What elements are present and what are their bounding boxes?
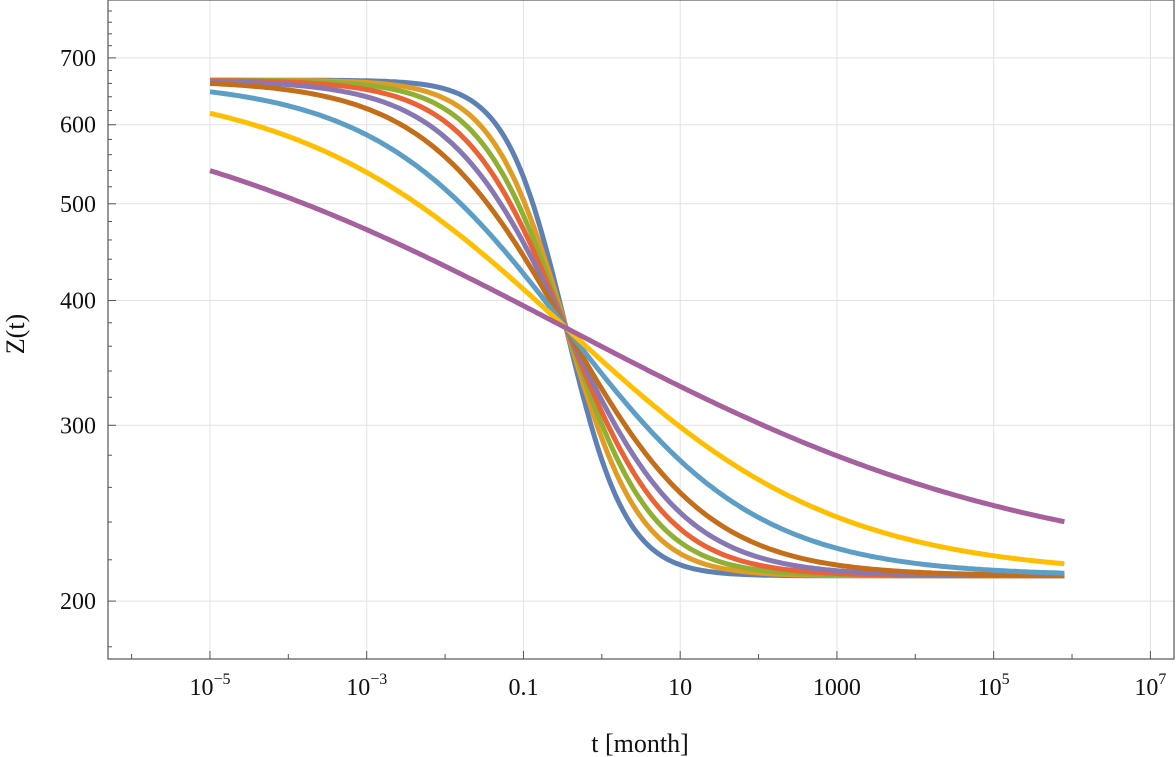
x-tick-label: 10 [668, 675, 692, 701]
x-axis-label: t [month] [591, 729, 689, 757]
y-tick-label: 700 [60, 46, 96, 72]
series [209, 77, 1065, 579]
plot-frame [107, 0, 1175, 660]
x-tick-label: 0.1 [508, 675, 538, 701]
y-tick-label: 200 [60, 589, 96, 615]
ticks: 10−5 10−3 0.1 10 1000 105 107 200 300 400 500 600 70… [60, 0, 1166, 701]
y-tick-label: 300 [60, 413, 96, 439]
x-tick-label: 107 [1134, 671, 1166, 701]
x-tick-label: 10−5 [189, 671, 230, 701]
y-tick-label: 600 [60, 113, 96, 139]
series-line [209, 110, 1065, 567]
y-tick-label: 400 [60, 289, 96, 315]
series-line [209, 89, 1065, 576]
x-tick-label: 105 [978, 671, 1010, 701]
series-line [210, 77, 1065, 579]
series-line [210, 77, 1065, 579]
y-axis-label: Z(t) [1, 314, 30, 354]
series-line [209, 81, 1065, 578]
series-line [210, 77, 1065, 579]
grid [108, 0, 1174, 659]
series-line [209, 168, 1065, 525]
y-tick-label: 500 [60, 192, 96, 218]
x-tick-label: 10−3 [346, 671, 387, 701]
x-tick-label: 1000 [813, 675, 861, 701]
